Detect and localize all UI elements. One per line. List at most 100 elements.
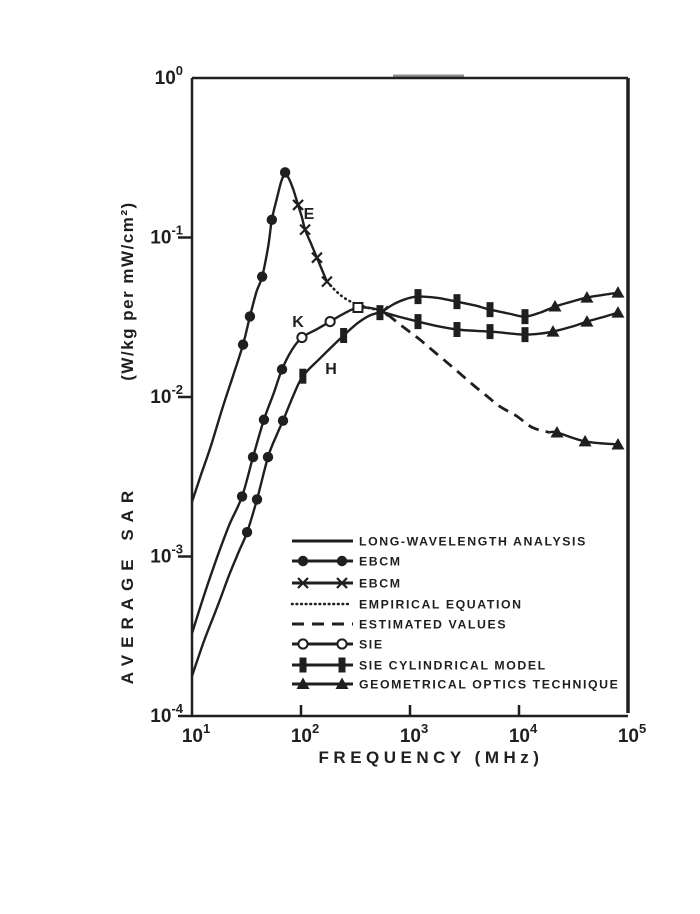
series-estimated-values-line: [386, 313, 550, 434]
legend-entry-label: ESTIMATED VALUES: [359, 618, 507, 632]
marker-circle: [244, 311, 256, 322]
series-h-curve: [190, 305, 384, 677]
marker-triangle: [335, 677, 349, 689]
legend-entry-label: EBCM: [359, 577, 402, 591]
series-upper-branch-markers-rect: [414, 289, 529, 325]
series-layer: [190, 167, 625, 677]
legend-entry-label: GEOMETRICAL OPTICS TECHNIQUE: [359, 678, 619, 692]
marker-rect: [521, 327, 529, 343]
marker-circle: [336, 555, 348, 567]
series-geo-optics-low: [549, 426, 625, 450]
y-axis-title-units: (W/kg per mW/cm²): [118, 201, 137, 380]
marker-triangle: [580, 291, 594, 303]
legend-entry-label: SIE: [359, 638, 384, 652]
x-tick-label: 102: [291, 721, 319, 747]
legend: LONG-WAVELENGTH ANALYSIS EBCM EBCM EMPIRICA…: [290, 535, 619, 692]
x-tick-label: 104: [509, 721, 538, 747]
marker-x: [336, 577, 348, 589]
marker-rect: [376, 305, 384, 321]
legend-entry: EBCM: [292, 577, 402, 591]
series-upper-branch: [382, 286, 625, 325]
marker-triangle: [546, 325, 560, 337]
series-k-curve: [190, 302, 384, 634]
marker-rect: [521, 309, 529, 325]
marker-rect: [453, 321, 461, 337]
marker-triangle: [548, 300, 562, 312]
marker-triangle: [611, 437, 625, 450]
marker-x: [311, 251, 323, 264]
marker-triangle: [611, 286, 625, 298]
series-lower-branch-markers-triangle: [546, 306, 625, 337]
legend-entry-label: SIE CYLINDRICAL MODEL: [359, 659, 547, 673]
marker-circle: [251, 494, 263, 505]
series-e-rise: [190, 167, 291, 503]
series-h-curve-markers-circle: [241, 415, 289, 538]
marker-open-circle: [296, 331, 308, 344]
axis-labels: FREQUENCY (MHz) (W/kg per mW/cm²) AVERAG…: [118, 201, 544, 767]
series-k-curve-line: [190, 306, 384, 634]
marker-triangle: [550, 426, 564, 438]
series-lower-branch-line: [382, 311, 619, 336]
legend-entry: EBCM: [292, 555, 402, 569]
marker-circle: [256, 271, 268, 282]
curve-label-E: E: [304, 206, 315, 223]
marker-triangle: [580, 315, 594, 327]
legend-entry: ESTIMATED VALUES: [292, 618, 507, 632]
x-axis-title: FREQUENCY (MHz): [319, 748, 544, 767]
series-geo-optics-low-markers-triangle: [550, 426, 625, 450]
y-tick-label: 100: [155, 63, 183, 89]
legend-entry-label: LONG-WAVELENGTH ANALYSIS: [359, 535, 587, 549]
marker-rect: [414, 289, 422, 305]
x-tick-label: 101: [182, 721, 210, 747]
series-h-curve-markers-rect: [299, 305, 384, 384]
legend-entry-label: EBCM: [359, 555, 402, 569]
series-k-curve-markers-open-rect: [352, 302, 364, 314]
series-e-rise-markers-circle: [237, 167, 291, 350]
legend-entry: SIE CYLINDRICAL MODEL: [292, 657, 547, 673]
series-e-fall-line: [284, 171, 329, 283]
legend-entry: SIE: [292, 638, 384, 652]
marker-circle: [276, 364, 288, 375]
marker-open-circle: [297, 638, 309, 650]
series-estimated-values: [386, 313, 550, 434]
x-tick-label: 105: [618, 721, 646, 747]
series-lower-branch: [382, 306, 625, 343]
marker-circle: [277, 415, 289, 426]
y-tick-label: 10-3: [150, 542, 183, 568]
marker-x: [292, 199, 304, 211]
marker-rect: [299, 368, 307, 384]
legend-entry: GEOMETRICAL OPTICS TECHNIQUE: [292, 677, 619, 692]
series-e-fall: [284, 171, 333, 288]
series-k-curve-markers-circle: [236, 364, 288, 502]
marker-circle: [262, 451, 274, 463]
y-tick-label: 10-2: [150, 382, 183, 408]
legend-entry: EMPIRICAL EQUATION: [290, 598, 523, 612]
marker-rect: [453, 294, 461, 310]
marker-rect: [338, 657, 346, 673]
y-axis-title-name: AVERAGE SAR: [118, 484, 137, 684]
marker-triangle: [296, 677, 310, 689]
series-lower-branch-markers-rect: [414, 314, 529, 343]
marker-circle: [258, 414, 270, 425]
marker-circle: [297, 555, 309, 567]
marker-open-rect: [352, 302, 364, 314]
marker-open-circle: [336, 638, 348, 650]
series-geo-optics-low-line: [549, 430, 619, 446]
marker-triangle: [611, 306, 625, 318]
curve-label-H: H: [325, 361, 337, 378]
marker-circle: [266, 214, 278, 226]
marker-open-circle: [324, 315, 336, 328]
marker-x: [297, 577, 309, 589]
marker-circle: [236, 491, 248, 502]
series-h-curve-line: [190, 311, 381, 677]
marker-triangle: [578, 434, 592, 447]
marker-circle: [241, 527, 253, 538]
legend-entry-label: EMPIRICAL EQUATION: [359, 598, 523, 612]
marker-rect: [486, 324, 494, 340]
legend-entry: LONG-WAVELENGTH ANALYSIS: [292, 535, 587, 549]
curve-label-K: K: [292, 314, 304, 331]
y-tick-label: 10-4: [150, 701, 183, 727]
